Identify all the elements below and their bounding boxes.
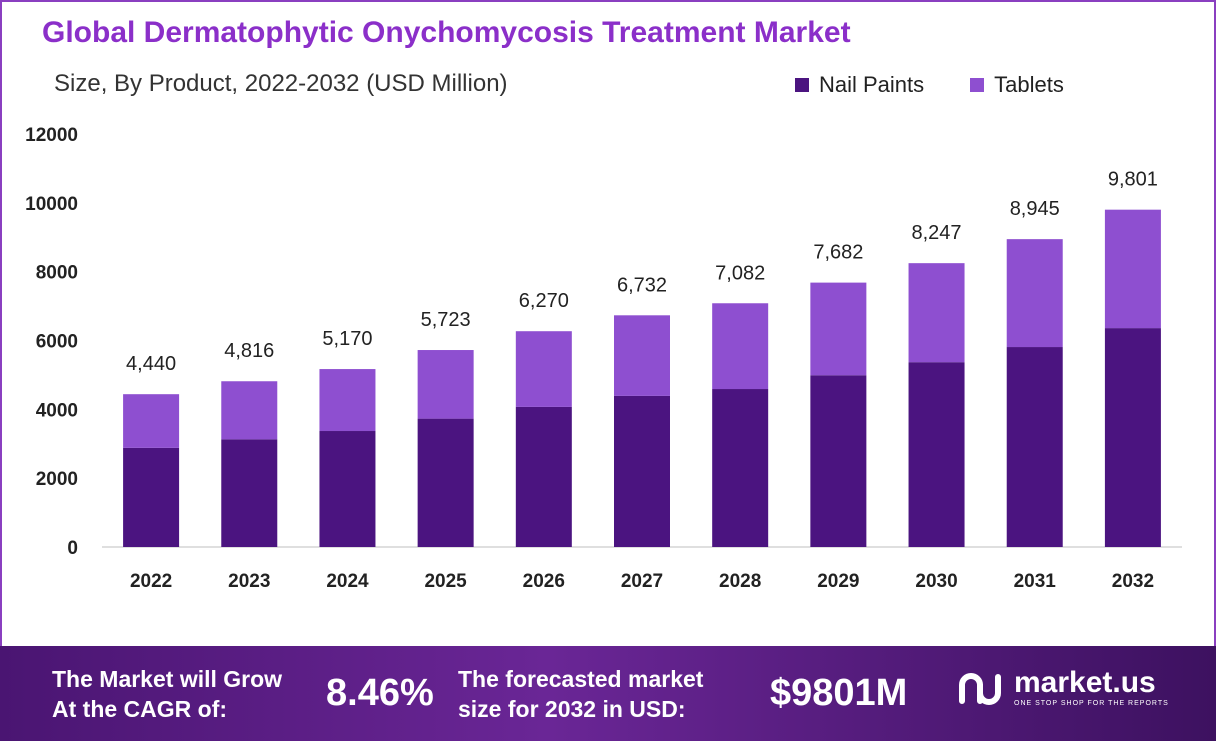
bar-tablets-2025 — [417, 350, 474, 419]
bar-tablets-2022 — [123, 394, 180, 448]
bar-tablets-2027 — [614, 315, 670, 396]
forecast-label-line2: size for 2032 in USD: — [458, 696, 686, 722]
bar-nail-paints-2028 — [712, 389, 769, 547]
total-label-2022: 4,440 — [126, 353, 176, 375]
y-tick-label-8000: 8000 — [36, 263, 78, 284]
x-tick-label-2025: 2025 — [424, 571, 467, 592]
forecast-label: The forecasted market size for 2032 in U… — [458, 664, 768, 724]
bar-tablets-2031 — [1006, 239, 1063, 348]
bar-tablets-2024 — [319, 369, 376, 432]
bar-nail-paints-2023 — [221, 439, 278, 547]
bar-tablets-2028 — [712, 303, 769, 390]
total-label-2027: 6,732 — [617, 274, 667, 296]
cagr-label-line1: The Market will Grow — [52, 666, 283, 692]
bar-nail-paints-2029 — [810, 375, 867, 547]
x-tick-label-2028: 2028 — [719, 571, 761, 592]
footer-banner: The Market will Grow At the CAGR of: 8.4… — [0, 646, 1216, 741]
bar-tablets-2023 — [221, 381, 278, 440]
y-tick-label-12000: 12000 — [25, 125, 78, 146]
legend-item-nail-paints: Nail Paints — [795, 72, 924, 98]
x-tick-label-2023: 2023 — [228, 571, 270, 592]
x-tick-label-2022: 2022 — [130, 571, 172, 592]
stacked-bar-chart: 0 2000 4000 6000 8000 10000 12000 4,440 2022 4,81… — [25, 125, 1182, 592]
market-us-logo-icon — [959, 672, 1001, 705]
cagr-label: The Market will Grow At the CAGR of: — [52, 664, 332, 724]
bar-nail-paints-2025 — [417, 418, 474, 547]
total-label-2023: 4,816 — [224, 340, 274, 362]
y-tick-label-0: 0 — [67, 538, 78, 559]
legend: Nail Paints Tablets — [795, 72, 1110, 98]
bar-nail-paints-2027 — [614, 395, 670, 547]
x-tick-label-2032: 2032 — [1112, 571, 1154, 592]
legend-label-tablets: Tablets — [994, 72, 1064, 97]
y-tick-label-10000: 10000 — [25, 194, 78, 215]
bar-tablets-2032 — [1104, 209, 1161, 329]
total-label-2030: 8,247 — [912, 222, 962, 244]
legend-swatch-nail-paints — [795, 78, 809, 92]
market-us-logo[interactable]: market.us ONE STOP SHOP FOR THE REPORTS — [958, 668, 1169, 707]
legend-label-nail-paints: Nail Paints — [819, 72, 925, 97]
bar-nail-paints-2026 — [515, 406, 572, 547]
bar-tablets-2026 — [515, 331, 572, 407]
bar-nail-paints-2030 — [908, 362, 965, 547]
bar-nail-paints-2031 — [1006, 347, 1063, 547]
y-tick-label-4000: 4000 — [36, 400, 78, 421]
bar-nail-paints-2024 — [319, 431, 376, 547]
logo-name: market.us — [1014, 666, 1156, 699]
x-tick-label-2027: 2027 — [621, 571, 663, 592]
y-tick-label-2000: 2000 — [36, 469, 78, 490]
bar-tablets-2030 — [908, 263, 965, 363]
chart-title: Global Dermatophytic Onychomycosis Treat… — [42, 16, 851, 49]
logo-tagline: ONE STOP SHOP FOR THE REPORTS — [1014, 700, 1169, 707]
total-label-2032: 9,801 — [1108, 169, 1158, 191]
cagr-value: 8.46% — [326, 672, 434, 714]
x-tick-label-2024: 2024 — [326, 571, 369, 592]
x-tick-label-2029: 2029 — [817, 571, 859, 592]
total-label-2024: 5,170 — [322, 328, 372, 350]
total-label-2026: 6,270 — [519, 290, 569, 312]
bar-nail-paints-2022 — [123, 447, 180, 547]
x-tick-label-2030: 2030 — [915, 571, 957, 592]
forecast-label-line1: The forecasted market — [458, 666, 704, 692]
bar-nail-paints-2032 — [1104, 328, 1161, 547]
legend-item-tablets: Tablets — [970, 72, 1064, 98]
y-tick-label-6000: 6000 — [36, 332, 78, 353]
cagr-label-line2: At the CAGR of: — [52, 696, 228, 722]
x-tick-label-2031: 2031 — [1014, 571, 1057, 592]
total-label-2028: 7,082 — [715, 262, 765, 284]
forecast-value: $9801M — [770, 672, 908, 714]
bar-tablets-2029 — [810, 282, 867, 376]
total-label-2031: 8,945 — [1010, 198, 1060, 220]
legend-swatch-tablets — [970, 78, 985, 92]
chart-subtitle: Size, By Product, 2022-2032 (USD Million… — [54, 70, 508, 97]
total-label-2025: 5,723 — [421, 309, 471, 331]
x-tick-label-2026: 2026 — [523, 571, 565, 592]
total-label-2029: 7,682 — [813, 242, 863, 264]
